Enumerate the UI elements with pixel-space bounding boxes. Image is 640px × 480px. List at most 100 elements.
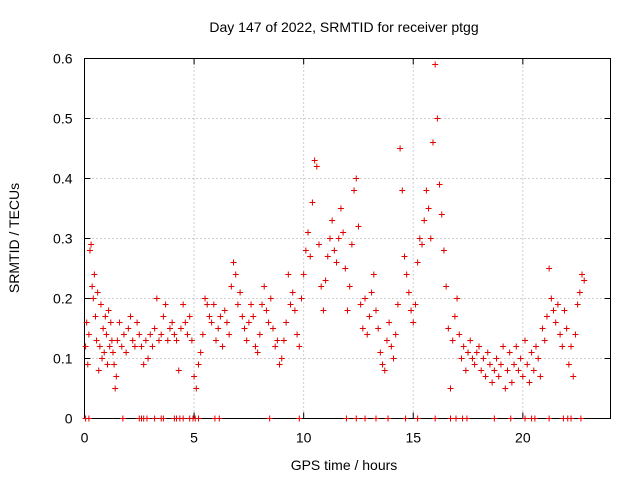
data-point	[326, 235, 333, 242]
data-point	[476, 343, 482, 350]
data-point	[186, 313, 193, 320]
data-point	[491, 415, 498, 422]
data-point	[237, 289, 244, 296]
data-point	[109, 349, 116, 356]
data-point	[119, 415, 126, 422]
data-point	[191, 373, 198, 380]
data-point	[320, 307, 327, 314]
data-point	[197, 349, 204, 356]
data-point	[432, 61, 439, 68]
data-point	[261, 283, 268, 290]
data-point	[522, 337, 529, 344]
data-point	[576, 289, 583, 296]
data-point	[210, 301, 217, 308]
data-points	[82, 61, 588, 422]
data-point	[267, 295, 274, 302]
data-point	[337, 205, 344, 212]
data-point	[340, 229, 347, 236]
data-point	[140, 361, 147, 368]
data-point	[145, 355, 152, 362]
data-point	[402, 415, 409, 422]
data-point	[199, 331, 206, 338]
data-point	[506, 349, 513, 356]
data-point	[508, 379, 515, 386]
data-point	[195, 415, 202, 422]
data-point	[329, 217, 336, 224]
data-point	[353, 415, 360, 422]
data-point	[266, 415, 273, 422]
data-point	[416, 235, 423, 242]
data-point	[291, 307, 298, 314]
data-point	[539, 325, 546, 332]
data-point	[142, 337, 149, 344]
data-point	[390, 355, 397, 362]
data-point	[175, 367, 182, 374]
data-point	[322, 277, 329, 284]
data-point	[377, 349, 384, 356]
data-point	[234, 301, 241, 308]
data-point	[451, 313, 458, 320]
data-point	[447, 415, 454, 422]
data-point	[344, 307, 351, 314]
data-point	[254, 349, 261, 356]
data-point	[436, 181, 443, 188]
data-point	[552, 319, 559, 326]
data-point	[219, 343, 226, 350]
data-point	[202, 295, 209, 302]
data-point	[101, 349, 108, 356]
data-point	[153, 295, 160, 302]
data-point	[489, 379, 496, 386]
data-point	[169, 319, 176, 326]
data-point	[346, 283, 353, 290]
data-point	[414, 415, 421, 422]
x-axis-label: GPS time / hours	[291, 457, 398, 473]
data-point	[160, 313, 167, 320]
data-point	[460, 343, 467, 350]
data-point	[94, 289, 101, 296]
data-point	[248, 301, 255, 308]
y-tick-label: 0.2	[53, 291, 73, 307]
data-point	[171, 331, 178, 338]
data-point	[408, 307, 415, 314]
data-point	[283, 319, 290, 326]
data-point	[414, 259, 421, 266]
data-point	[309, 199, 316, 206]
data-point	[108, 337, 115, 344]
data-point	[269, 325, 276, 332]
data-point	[465, 349, 472, 356]
plot-frame	[84, 58, 611, 419]
data-point	[362, 415, 369, 422]
data-point	[311, 157, 318, 164]
data-point	[86, 247, 93, 254]
data-point	[440, 247, 447, 254]
data-point	[138, 343, 145, 350]
data-point	[543, 313, 550, 320]
data-point	[559, 343, 566, 350]
data-point	[160, 415, 167, 422]
data-point	[217, 313, 224, 320]
data-point	[500, 343, 507, 350]
data-point	[226, 331, 233, 338]
data-point	[423, 187, 430, 194]
data-point	[111, 361, 118, 368]
data-point	[375, 325, 382, 332]
data-point	[343, 415, 350, 422]
data-point	[127, 313, 134, 320]
data-point	[182, 319, 189, 326]
data-point	[570, 373, 577, 380]
data-point	[100, 325, 107, 332]
x-tick-label: 15	[405, 430, 421, 446]
data-point	[557, 331, 564, 338]
data-point	[353, 175, 360, 182]
data-point	[372, 307, 379, 314]
data-point	[541, 337, 548, 344]
data-point	[213, 337, 219, 344]
data-point	[241, 325, 248, 332]
data-point	[131, 343, 138, 350]
data-point	[355, 223, 362, 230]
data-point	[362, 295, 369, 302]
data-point	[149, 343, 156, 350]
data-point	[412, 301, 419, 308]
data-point	[522, 415, 529, 422]
